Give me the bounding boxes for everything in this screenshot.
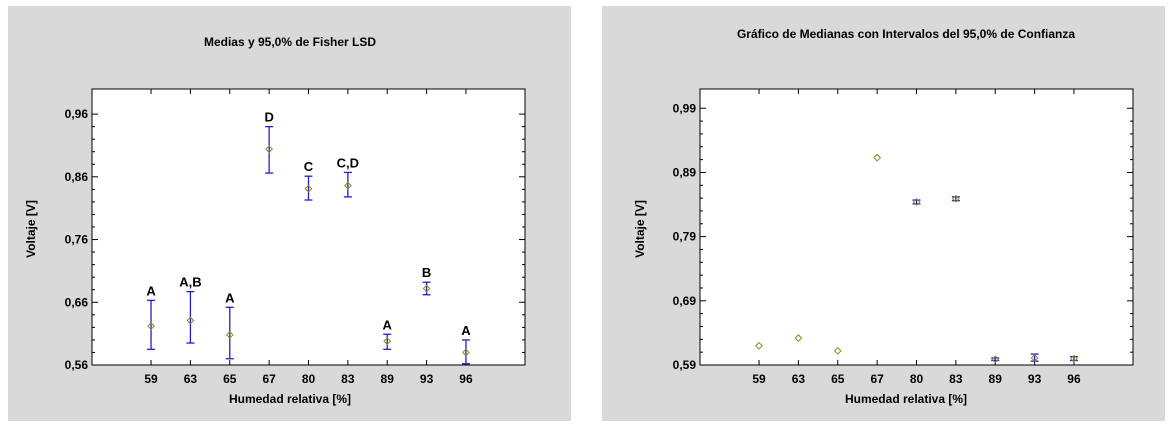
data-point bbox=[1070, 354, 1078, 363]
data-point bbox=[147, 322, 155, 331]
data-point bbox=[422, 284, 431, 293]
x-tick-label: 93 bbox=[1028, 372, 1042, 386]
data-point bbox=[873, 153, 882, 162]
data-point bbox=[1030, 354, 1039, 362]
x-tick-label: 83 bbox=[949, 372, 963, 386]
data-point bbox=[912, 198, 921, 206]
y-tick-label: 0,56 bbox=[65, 358, 89, 372]
y-tick-label: 0,66 bbox=[65, 295, 89, 309]
x-tick-label: 59 bbox=[144, 372, 158, 386]
y-tick-label: 0,89 bbox=[673, 165, 697, 179]
data-point bbox=[343, 181, 352, 190]
data-point bbox=[833, 346, 842, 355]
group-label: A bbox=[383, 317, 393, 332]
x-tick-label: 63 bbox=[792, 372, 806, 386]
x-axis-label: Humedad relativa [%] bbox=[229, 392, 351, 406]
group-label: C bbox=[304, 159, 314, 174]
data-point bbox=[304, 184, 313, 193]
data-point bbox=[794, 334, 803, 342]
data-point bbox=[265, 145, 274, 154]
plot-area bbox=[91, 88, 526, 366]
y-tick-label: 0,69 bbox=[673, 294, 697, 308]
x-tick-label: 63 bbox=[184, 372, 198, 386]
x-tick-label: 89 bbox=[381, 372, 395, 386]
data-point bbox=[755, 341, 763, 350]
x-tick-label: 67 bbox=[262, 372, 276, 386]
y-axis-label: Voltaje [V] bbox=[24, 200, 38, 258]
data-point bbox=[225, 330, 234, 339]
plot-area bbox=[699, 88, 1134, 366]
x-tick-label: 93 bbox=[420, 372, 434, 386]
x-tick-label: 96 bbox=[1067, 372, 1081, 386]
data-point bbox=[383, 337, 392, 346]
x-tick-label: 83 bbox=[341, 372, 355, 386]
x-tick-label: 96 bbox=[459, 372, 473, 386]
x-tick-label: 59 bbox=[752, 372, 766, 386]
chart-title: Gráfico de Medianas con Intervalos del 9… bbox=[737, 27, 1075, 41]
data-point bbox=[951, 194, 960, 203]
group-label: C,D bbox=[337, 155, 359, 170]
x-tick-label: 65 bbox=[223, 372, 237, 386]
x-tick-label: 80 bbox=[910, 372, 924, 386]
group-label: A bbox=[146, 283, 156, 298]
medians-chart: Gráfico de Medianas con Intervalos del 9… bbox=[633, 27, 1134, 406]
y-tick-label: 0,86 bbox=[65, 170, 89, 184]
group-label: D bbox=[264, 110, 273, 125]
y-axis-label: Voltaje [V] bbox=[633, 200, 647, 258]
group-label: B bbox=[422, 265, 431, 280]
medians-chart-panel: Gráfico de Medianas con Intervalos del 9… bbox=[602, 6, 1165, 421]
y-tick-label: 0,79 bbox=[673, 230, 697, 244]
y-tick-label: 0,59 bbox=[673, 358, 697, 372]
group-label: A bbox=[225, 290, 235, 305]
y-tick-label: 0,96 bbox=[65, 107, 89, 121]
lsd-means-chart: Medias y 95,0% de Fisher LSD Humedad rel… bbox=[24, 35, 526, 406]
group-label: A bbox=[461, 323, 471, 338]
chart-title: Medias y 95,0% de Fisher LSD bbox=[204, 35, 376, 49]
x-axis-label: Humedad relativa [%] bbox=[845, 392, 967, 406]
group-label: A,B bbox=[179, 275, 201, 290]
y-tick-label: 0,76 bbox=[65, 233, 89, 247]
data-point bbox=[991, 355, 1000, 364]
x-tick-label: 80 bbox=[302, 372, 316, 386]
y-tick-label: 0,99 bbox=[673, 101, 697, 115]
x-tick-label: 89 bbox=[989, 372, 1003, 386]
x-tick-label: 65 bbox=[831, 372, 845, 386]
data-point bbox=[462, 348, 470, 357]
x-tick-label: 67 bbox=[870, 372, 884, 386]
data-point bbox=[186, 316, 195, 325]
lsd-chart-panel: Medias y 95,0% de Fisher LSD Humedad rel… bbox=[8, 6, 571, 421]
